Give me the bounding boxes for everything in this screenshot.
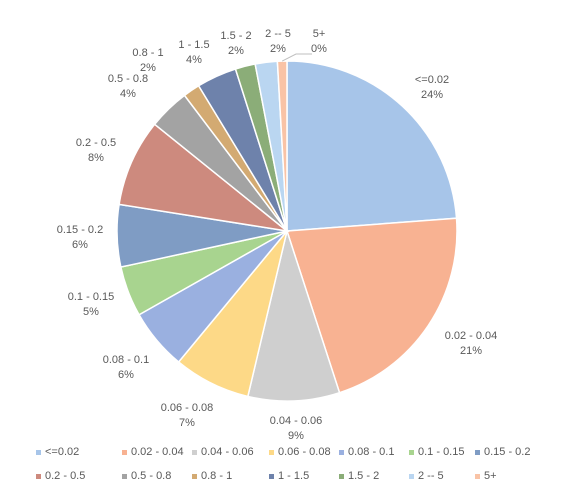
- slice-data-label: 0.1 - 0.15 5%: [68, 291, 114, 318]
- legend-row: 0.2 - 0.5 0.5 - 0.8 0.8 - 1 1 - 1.5 1.5 - 2 2…: [0, 470, 561, 486]
- legend-entry: 1 - 1.5: [268, 470, 309, 482]
- legend-entry: 0.08 - 0.1: [338, 446, 394, 458]
- legend-entry: 0.5 - 0.8: [121, 470, 171, 482]
- legend-label: 0.8 - 1: [201, 470, 233, 482]
- pie-slices: [116, 60, 458, 402]
- legend-label: 5+: [484, 470, 497, 482]
- legend-swatch: [338, 472, 345, 480]
- slice-data-label: 0.5 - 0.8 4%: [108, 73, 148, 100]
- legend-label: 0.08 - 0.1: [348, 446, 395, 458]
- legend-swatch: [191, 448, 198, 456]
- legend-swatch: [474, 472, 481, 480]
- legend-swatch: [121, 472, 128, 480]
- legend-label: <=0.02: [45, 446, 80, 458]
- slice-data-label: 1.5 - 2 2%: [220, 30, 251, 57]
- slice-data-label: 0.04 - 0.06 9%: [270, 415, 323, 440]
- legend-entry: 0.04 - 0.06: [191, 446, 254, 458]
- slice-data-label: 0.02 - 0.04 21%: [445, 330, 498, 357]
- legend-label: 1 - 1.5: [278, 470, 310, 482]
- leader-lines: [281, 53, 312, 62]
- legend-swatch: [408, 448, 415, 456]
- slice-data-label: <=0.02 24%: [415, 74, 449, 101]
- pie-slice: [285, 217, 458, 394]
- legend-label: 0.1 - 0.15: [418, 446, 465, 458]
- slice-data-label: 0.08 - 0.1 6%: [103, 354, 149, 381]
- legend-swatch: [35, 472, 42, 480]
- legend-swatch: [408, 472, 415, 480]
- legend-label: 0.5 - 0.8: [131, 470, 172, 482]
- pie-plot-area: <=0.02 24% 0.02 - 0.04 21% 0.04 - 0.06 9% 0.06…: [57, 28, 498, 442]
- legend-label: 0.06 - 0.08: [278, 446, 331, 458]
- slice-data-label: 0.8 - 1 2%: [132, 47, 163, 74]
- slice-data-label: 0.06 - 0.08 7%: [161, 402, 214, 429]
- legend-entry: <=0.02: [35, 446, 79, 458]
- legend-swatch: [35, 448, 42, 456]
- legend-entry: 1.5 - 2: [338, 470, 379, 482]
- slice-data-label: 0.2 - 0.5 8%: [76, 137, 116, 164]
- slice-data-label: 0.15 - 0.2 6%: [57, 224, 103, 251]
- legend-swatch: [474, 448, 481, 456]
- slice-data-label: 2 -- 5 2%: [265, 28, 291, 55]
- data-labels: <=0.02 24% 0.02 - 0.04 21% 0.04 - 0.06 9% 0.06…: [57, 28, 498, 442]
- legend-label: 0.15 - 0.2: [484, 446, 531, 458]
- legend-swatch: [268, 472, 275, 480]
- leader-line: [281, 53, 312, 62]
- legend-swatch: [268, 448, 275, 456]
- legend-entry: 0.1 - 0.15: [408, 446, 464, 458]
- legend-label: 0.04 - 0.06: [201, 446, 254, 458]
- legend-row: <=0.02 0.02 - 0.04 0.04 - 0.06 0.06 - 0.08 0…: [0, 446, 561, 462]
- pie-slice: [286, 60, 458, 232]
- legend-entry: 0.8 - 1: [191, 470, 232, 482]
- legend-entry: 0.02 - 0.04: [121, 446, 184, 458]
- legend-entry: 0.15 - 0.2: [474, 446, 530, 458]
- legend-label: 0.2 - 0.5: [45, 470, 86, 482]
- legend-label: 0.02 - 0.04: [131, 446, 184, 458]
- legend-entry: 2 -- 5: [408, 470, 444, 482]
- pie-slice: [246, 228, 341, 402]
- slice-data-label: 1 - 1.5 4%: [178, 39, 209, 66]
- pie-slice: [118, 123, 290, 233]
- legend-swatch: [191, 472, 198, 480]
- legend-entry: 0.2 - 0.5: [35, 470, 85, 482]
- slice-data-label: 5+ 0%: [311, 28, 327, 55]
- legend-label: 1.5 - 2: [348, 470, 380, 482]
- legend-label: 2 -- 5: [418, 470, 444, 482]
- legend-swatch: [121, 448, 128, 456]
- legend-swatch: [338, 448, 345, 456]
- legend-entry: 5+: [474, 470, 497, 482]
- legend-entry: 0.06 - 0.08: [268, 446, 331, 458]
